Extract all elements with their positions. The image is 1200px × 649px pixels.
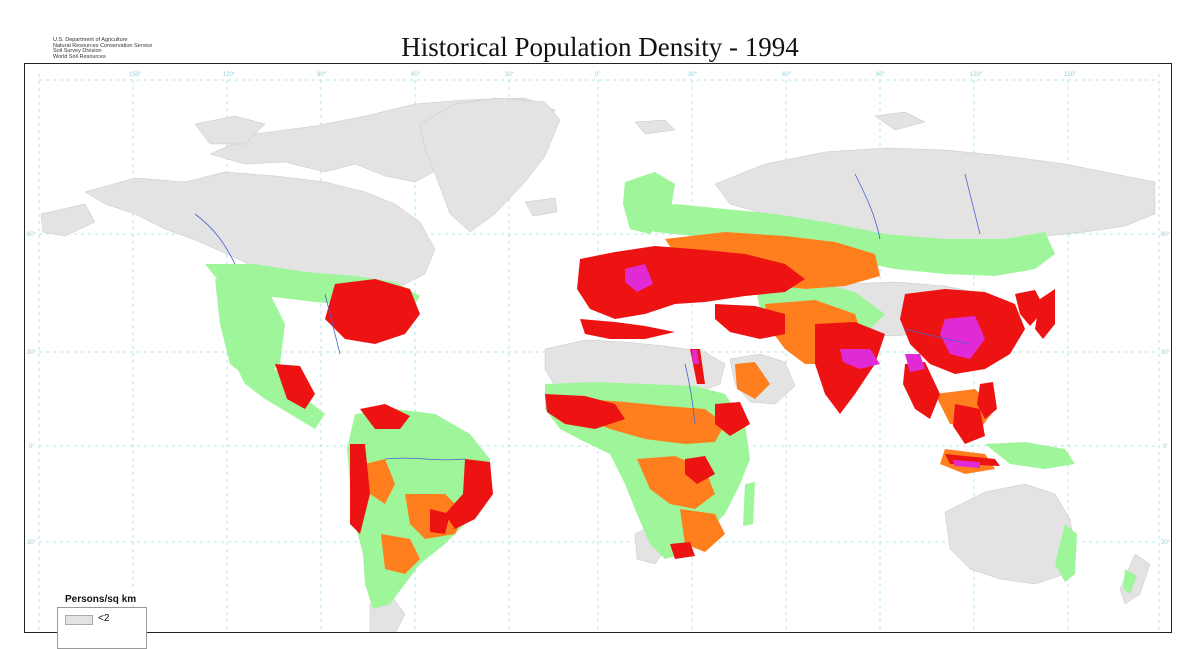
lon-label: 150° xyxy=(1064,72,1077,78)
map-frame: 150° 120° 90° 60° 30° 0° 30° 60° 90° 120… xyxy=(24,63,1172,633)
lat-label: 0° xyxy=(1163,444,1169,450)
lat-label: 30° xyxy=(1161,540,1171,546)
lon-label: 30° xyxy=(505,72,515,78)
land-very-low xyxy=(40,97,1156,632)
lat-label: 0° xyxy=(29,444,35,450)
longitude-labels: 150° 120° 90° 60° 30° 0° 30° 60° 90° 120… xyxy=(129,72,1077,78)
lat-label: 30° xyxy=(1161,350,1171,356)
agency-line: World Soil Resources xyxy=(53,53,106,60)
legend-label: <2 xyxy=(98,613,110,624)
lat-label: 60° xyxy=(1161,232,1171,238)
agency-line: Soil Survey Division xyxy=(53,48,102,55)
lon-label: 90° xyxy=(317,72,327,78)
latitude-labels: 60° 30° 0° 30° 60° 30° 0° 30° xyxy=(27,232,1171,546)
lon-label: 150° xyxy=(129,72,142,78)
legend-swatch xyxy=(65,615,93,625)
legend-title: Persons/sq km xyxy=(65,594,137,605)
world-map: 150° 120° 90° 60° 30° 0° 30° 60° 90° 120… xyxy=(27,72,1171,632)
lon-label: 60° xyxy=(411,72,421,78)
agency-credit: U.S. Department of Agriculture Natural R… xyxy=(53,37,153,60)
land-very-high xyxy=(625,264,985,468)
lon-label: 120° xyxy=(223,72,236,78)
rivers xyxy=(194,173,981,461)
agency-line: Natural Resources Conservation Service xyxy=(53,42,153,49)
lat-label: 30° xyxy=(27,540,37,546)
lon-label: 120° xyxy=(970,72,983,78)
lon-label: 30° xyxy=(688,72,698,78)
lat-label: 30° xyxy=(27,350,37,356)
lon-label: 0° xyxy=(595,72,601,78)
map-title: Historical Population Density - 1994 xyxy=(401,32,799,62)
agency-line: U.S. Department of Agriculture xyxy=(53,37,128,43)
lon-label: 60° xyxy=(782,72,792,78)
map-legend: Persons/sq km <2 xyxy=(57,594,147,649)
lat-label: 60° xyxy=(27,232,37,238)
lon-label: 90° xyxy=(876,72,886,78)
